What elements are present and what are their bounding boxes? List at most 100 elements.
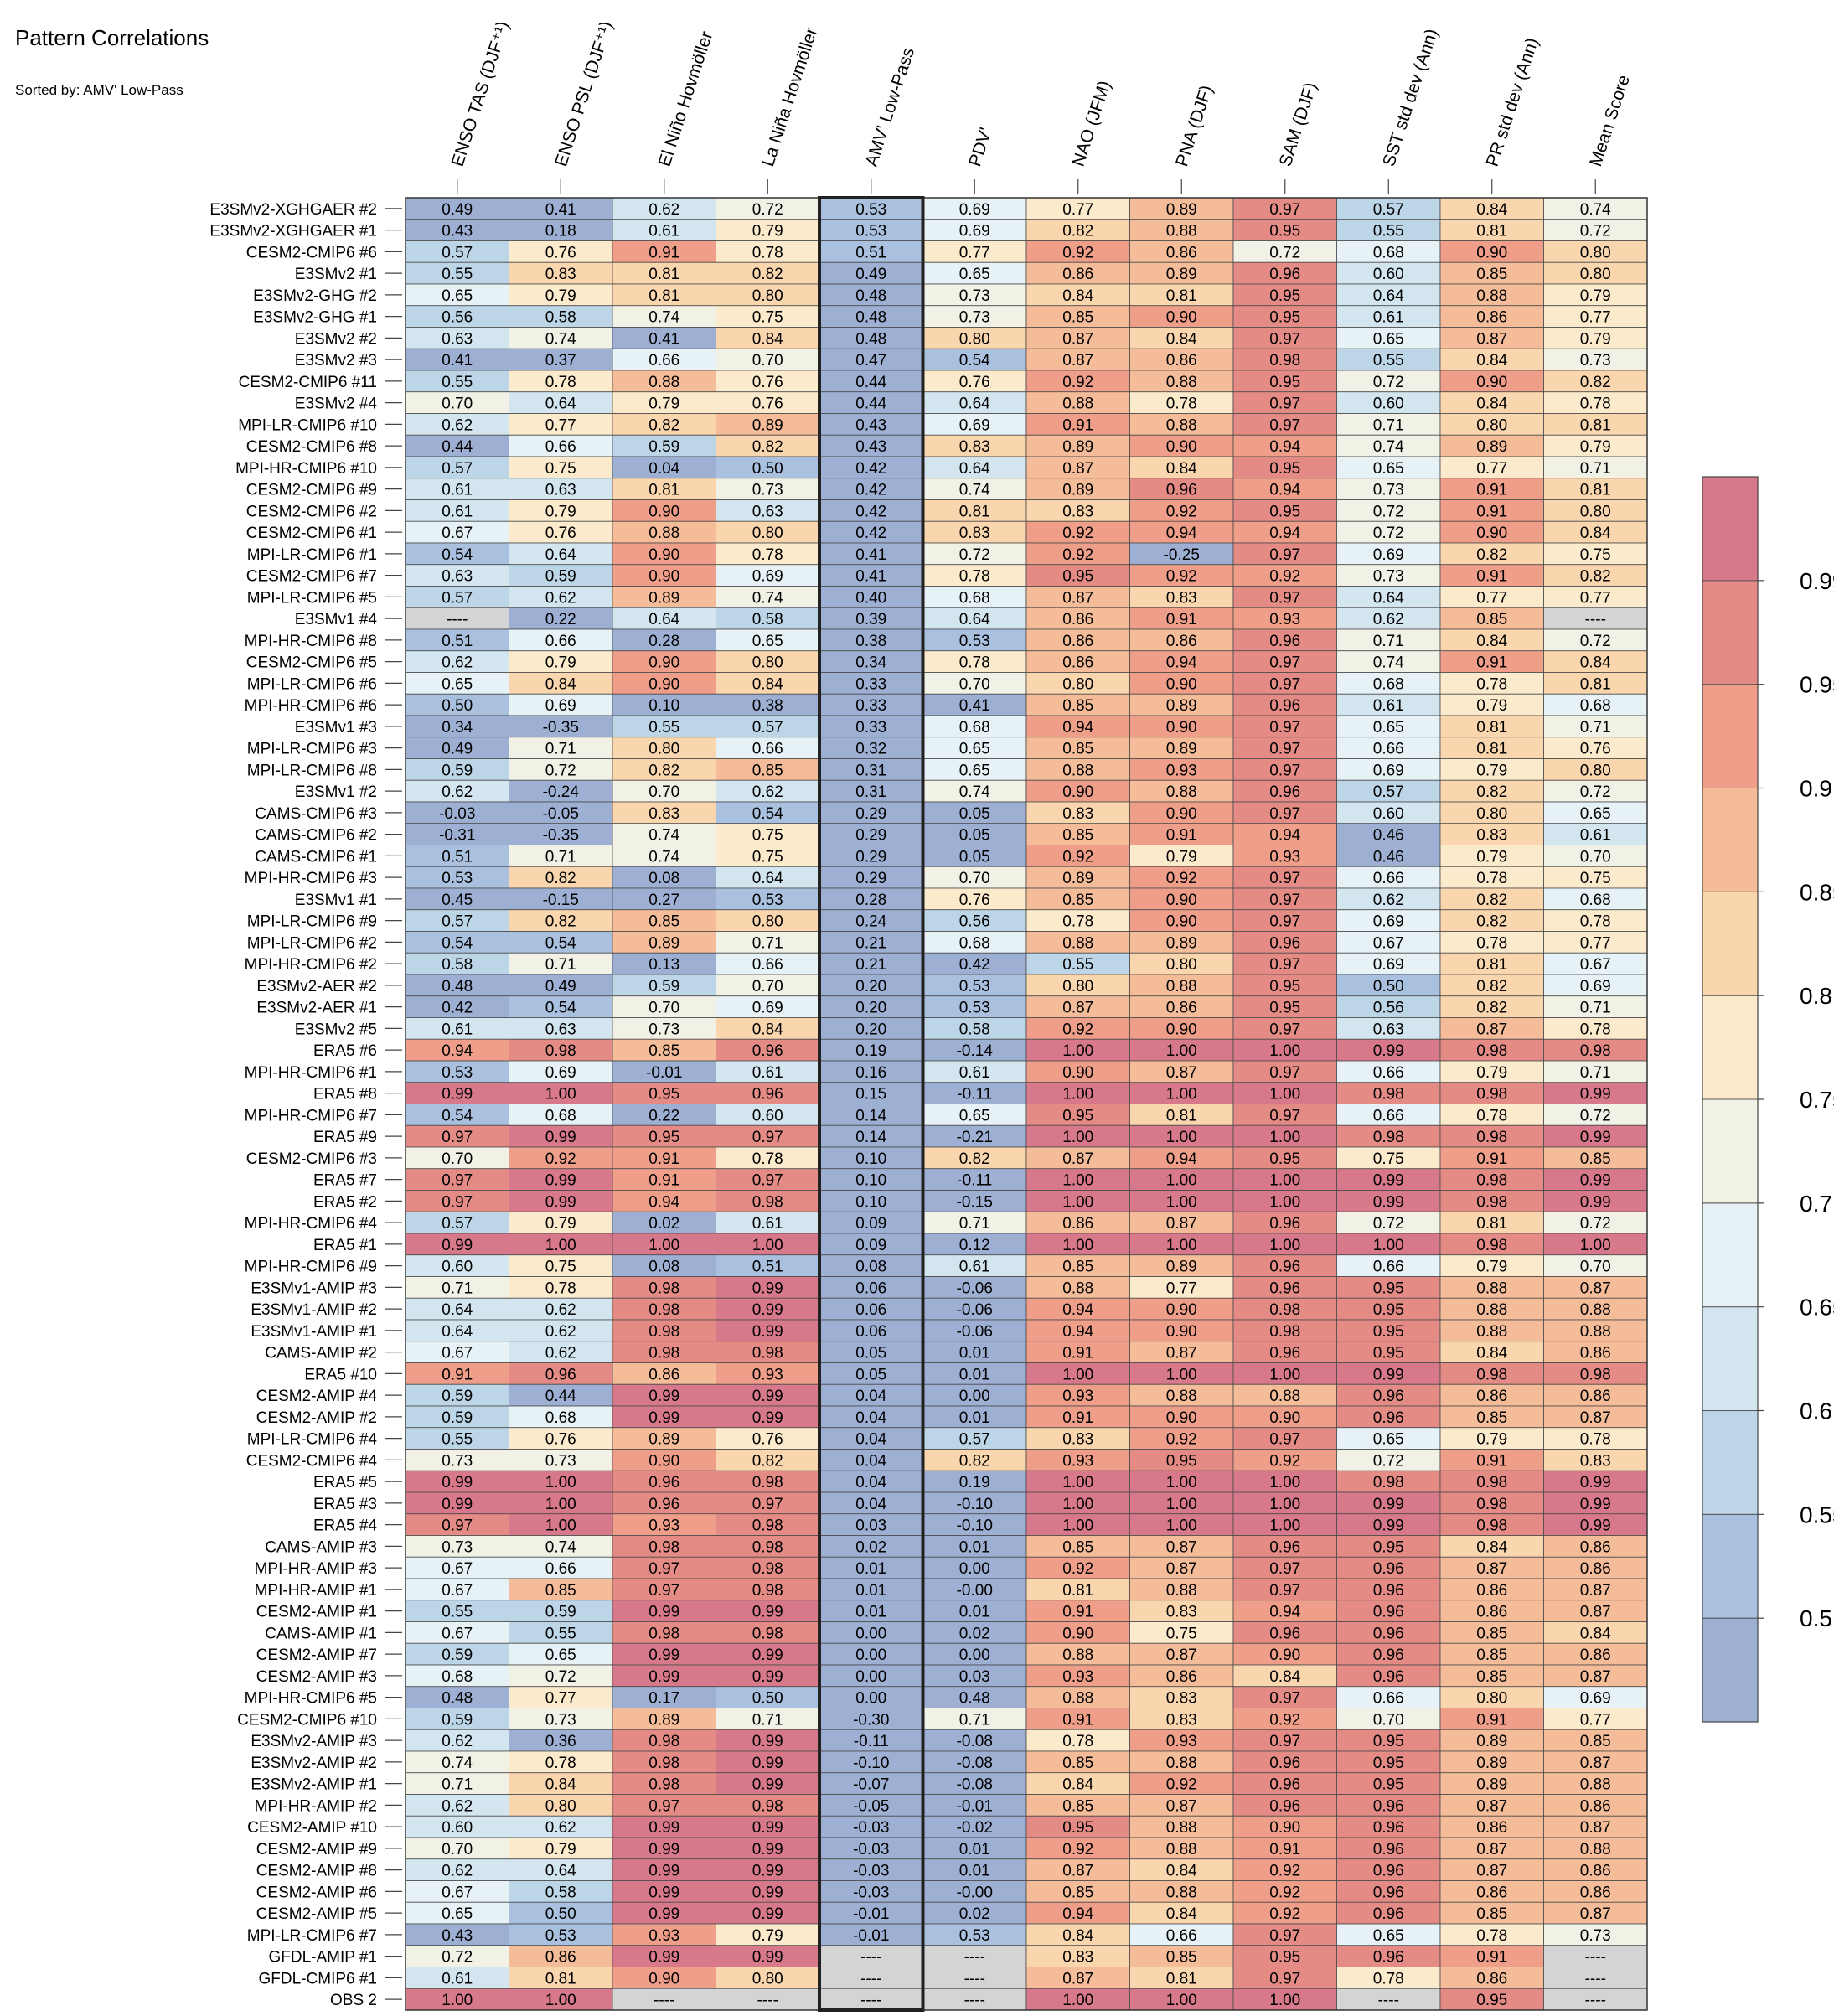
cell-value-label: 0.21 — [855, 934, 886, 952]
heatmap-cell — [1439, 628, 1544, 652]
heatmap-cell — [922, 586, 1027, 608]
cell-value-label: 0.56 — [442, 309, 473, 327]
cell-value-label: 0.91 — [1476, 1150, 1507, 1168]
cell-value-label: 0.88 — [1062, 934, 1093, 952]
heatmap-cell — [1439, 542, 1544, 566]
cell-value-label: 0.32 — [855, 741, 886, 758]
cell-value-label: 0.99 — [648, 1668, 679, 1686]
cell-value-label: 0.00 — [855, 1646, 886, 1664]
column-label: Mean Score — [1586, 73, 1634, 169]
cell-value-label: 0.87 — [1476, 330, 1507, 348]
heatmap-cell — [1129, 758, 1234, 781]
cell-value-label: 0.74 — [959, 482, 990, 499]
heatmap-cell — [1336, 499, 1441, 522]
cell-value-label: 0.86 — [1580, 1863, 1611, 1880]
cell-value-label: 0.99 — [752, 1409, 783, 1427]
cell-value-label: 0.82 — [545, 870, 576, 887]
cell-value-label: 0.94 — [1269, 482, 1300, 499]
cell-value-label: 0.79 — [1476, 848, 1507, 866]
cell-value-label: 1.00 — [1373, 1237, 1404, 1254]
cell-value-label: 0.97 — [1269, 1733, 1300, 1750]
heatmap-cell — [1336, 845, 1441, 867]
heatmap-cell — [405, 650, 509, 673]
cell-value-label: 0.48 — [442, 978, 473, 995]
cell-value-label: 0.51 — [442, 848, 473, 866]
heatmap-cell — [1336, 1190, 1441, 1212]
heatmap-cell — [1543, 327, 1648, 349]
colorbar-segment — [1702, 684, 1759, 789]
row-label: CESM2-CMIP6 #4 — [246, 1452, 378, 1470]
heatmap-cell — [1336, 1319, 1441, 1342]
heatmap-cell — [1543, 995, 1648, 1018]
cell-value-label: 0.81 — [648, 482, 679, 499]
cell-value-label: 0.88 — [1166, 1388, 1197, 1405]
cell-value-label: 0.78 — [1062, 913, 1093, 931]
cell-value-label: 0.79 — [752, 1927, 783, 1945]
cell-value-label: 0.01 — [855, 1604, 886, 1621]
cell-value-label: 0.34 — [855, 654, 886, 672]
heatmap-cell — [1129, 1168, 1234, 1191]
cell-value-label: 0.53 — [855, 201, 886, 219]
cell-value-label: 0.66 — [545, 633, 576, 650]
heatmap-cell — [716, 478, 820, 500]
cell-value-label: 0.86 — [1476, 1582, 1507, 1600]
cell-value-label: 0.67 — [442, 1884, 473, 1901]
cell-value-label: 0.89 — [1166, 1259, 1197, 1276]
cell-value-label: 0.76 — [959, 892, 990, 909]
cell-value-label: 0.81 — [1476, 741, 1507, 758]
heatmap-cell — [1439, 261, 1544, 285]
cell-value-label: 0.79 — [1476, 1064, 1507, 1082]
heatmap-cell — [716, 995, 820, 1018]
colorbar-segment — [1702, 995, 1759, 1100]
cell-value-label: 0.97 — [1269, 416, 1300, 434]
heatmap-cell — [612, 1470, 716, 1493]
cell-value-label: 0.97 — [648, 1797, 679, 1815]
cell-value-label: 0.81 — [1166, 1970, 1197, 1988]
row-label: ERA5 #1 — [313, 1237, 377, 1254]
cell-value-label: 0.73 — [545, 1711, 576, 1729]
cell-value-label: 0.66 — [752, 741, 783, 758]
cell-value-label: 0.89 — [1476, 1733, 1507, 1750]
cell-value-label: 0.95 — [1269, 1949, 1300, 1967]
cell-value-label: 0.76 — [545, 525, 576, 542]
cell-value-label: 0.00 — [855, 1668, 886, 1686]
cell-value-label: 0.72 — [1373, 1452, 1404, 1470]
cell-value-label: 0.44 — [855, 395, 886, 413]
cell-value-label: 0.85 — [1580, 1733, 1611, 1750]
cell-value-label: 0.75 — [1580, 546, 1611, 564]
cell-value-label: 0.92 — [1062, 374, 1093, 391]
cell-value-label: 0.77 — [545, 1690, 576, 1708]
cell-value-label: 0.96 — [545, 1366, 576, 1383]
heatmap-cell — [922, 434, 1027, 457]
cell-value-label: 0.89 — [1476, 1776, 1507, 1794]
heatmap-cell — [509, 370, 613, 393]
cell-value-label: -0.06 — [957, 1279, 993, 1297]
cell-value-label: 0.69 — [1373, 546, 1404, 564]
cell-value-label: 0.92 — [1269, 1452, 1300, 1470]
heatmap-cell — [1129, 1405, 1234, 1429]
cell-value-label: 0.94 — [648, 1193, 679, 1211]
heatmap-cell — [612, 952, 716, 975]
heatmap-cell — [1336, 197, 1441, 220]
cell-value-label: 0.61 — [442, 1970, 473, 1988]
heatmap-cell — [1025, 974, 1130, 997]
heatmap-cell — [819, 1254, 923, 1277]
heatmap-cell — [1129, 1319, 1234, 1342]
cell-value-label: 0.75 — [752, 848, 783, 866]
cell-value-label: 0.20 — [855, 1021, 886, 1038]
heatmap-cell — [1232, 1427, 1337, 1450]
cell-value-label: 0.48 — [855, 309, 886, 327]
cell-value-label: 0.96 — [1373, 1604, 1404, 1621]
heatmap-cell — [405, 1060, 509, 1083]
cell-value-label: 0.43 — [442, 223, 473, 240]
heatmap-cell — [1543, 1082, 1648, 1104]
cell-value-label: 0.75 — [1166, 1625, 1197, 1642]
heatmap-cell — [819, 1146, 923, 1170]
heatmap-cell — [1439, 1017, 1544, 1040]
heatmap-cell — [922, 715, 1027, 738]
row-label: ERA5 #5 — [313, 1474, 377, 1491]
cell-value-label: 0.81 — [1580, 675, 1611, 693]
row-label: E3SMv1 #3 — [295, 719, 377, 737]
heatmap-cell — [612, 1082, 716, 1104]
cell-value-label: 0.79 — [545, 1215, 576, 1233]
